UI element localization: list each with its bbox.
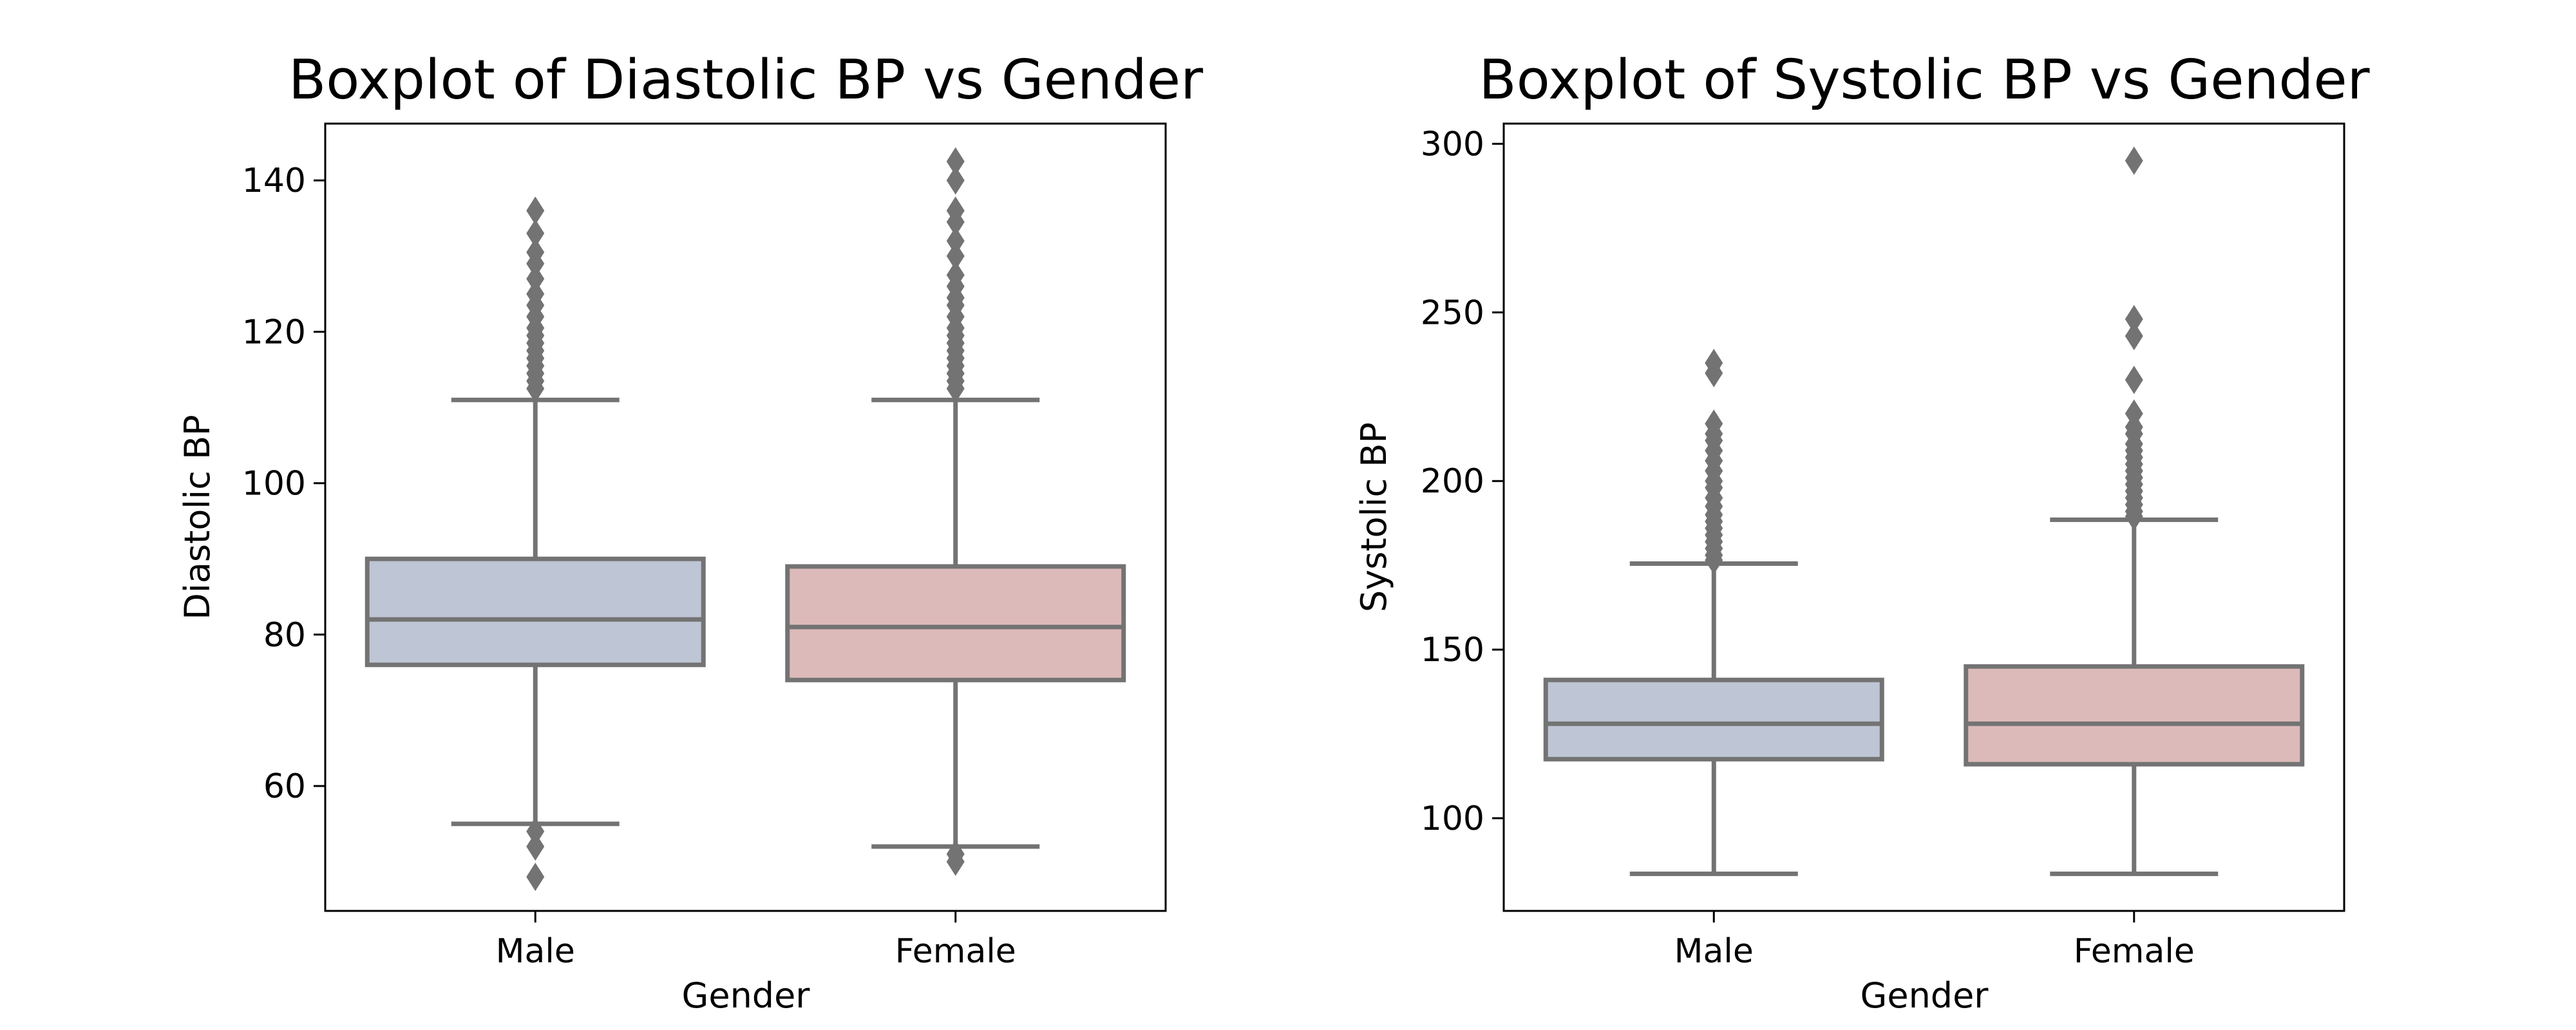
- y-ticks: 100 150 200 250 300: [1421, 125, 1504, 838]
- box-marks: [365, 147, 1126, 892]
- outlier-point: [526, 265, 545, 294]
- y-tick-label: 150: [1421, 631, 1484, 670]
- chart-systolic: Boxplot of Systolic BP vs Gender 100 150 2…: [1354, 48, 2370, 1016]
- outlier-point: [946, 839, 965, 868]
- chart-title: Boxplot of Systolic BP vs Gender: [1479, 48, 2369, 112]
- outlier-point: [2125, 304, 2143, 333]
- box-marks: [1543, 146, 2305, 876]
- outlier-point: [526, 196, 545, 225]
- outlier-point: [526, 863, 545, 892]
- x-axis-label: Gender: [1861, 975, 1989, 1016]
- chart-title: Boxplot of Diastolic BP vs Gender: [289, 48, 1203, 112]
- y-tick-label: 250: [1421, 294, 1484, 332]
- x-axis-label: Gender: [682, 975, 811, 1016]
- chart-diastolic: Boxplot of Diastolic BP vs Gender 60 80 10…: [177, 48, 1203, 1016]
- outlier-point: [946, 196, 965, 225]
- iqr-box: [1964, 664, 2305, 767]
- box-male: [1543, 348, 1884, 876]
- outlier-point: [526, 279, 545, 308]
- outlier-point: [2125, 321, 2143, 350]
- y-tick-label: 140: [242, 162, 306, 200]
- x-tick-label: Female: [2074, 932, 2195, 971]
- outlier-point: [526, 832, 545, 861]
- x-tick-label: Male: [1674, 932, 1754, 971]
- y-tick-label: 80: [263, 616, 306, 655]
- y-tick-label: 300: [1421, 125, 1484, 164]
- outlier-point: [526, 238, 545, 267]
- y-tick-label: 60: [263, 767, 306, 806]
- y-tick-label: 100: [1421, 800, 1484, 838]
- outlier-point: [946, 261, 965, 290]
- outlier-point: [2125, 399, 2143, 428]
- y-tick-label: 100: [242, 465, 306, 503]
- outlier-point: [1705, 348, 1723, 377]
- x-tick-label: Female: [895, 932, 1016, 971]
- y-ticks: 60 80 100 120 140: [242, 162, 325, 806]
- outlier-point: [2125, 366, 2143, 395]
- outlier-point: [526, 817, 545, 846]
- y-axis-label: Diastolic BP: [177, 415, 218, 620]
- box-female: [785, 147, 1126, 876]
- outlier-point: [946, 227, 965, 256]
- outlier-point: [1705, 409, 1723, 438]
- outlier-point: [946, 147, 965, 176]
- iqr-box: [1543, 677, 1884, 762]
- y-axis-label: Systolic BP: [1354, 422, 1394, 612]
- x-ticks: Male Female: [496, 911, 1016, 971]
- y-tick-label: 120: [242, 313, 306, 351]
- plot-area-frame: [1502, 122, 2345, 912]
- outlier-point: [2125, 146, 2143, 175]
- box-female: [1964, 146, 2305, 876]
- x-tick-label: Male: [496, 932, 575, 971]
- iqr-box: [785, 564, 1126, 682]
- iqr-box: [365, 556, 706, 668]
- outlier-point: [946, 166, 965, 195]
- outlier-point: [526, 219, 545, 248]
- x-ticks: Male Female: [1674, 911, 2195, 971]
- outlier-point: [946, 241, 965, 270]
- y-tick-label: 200: [1421, 462, 1484, 501]
- plot-area-frame: [324, 122, 1167, 912]
- box-male: [365, 196, 706, 892]
